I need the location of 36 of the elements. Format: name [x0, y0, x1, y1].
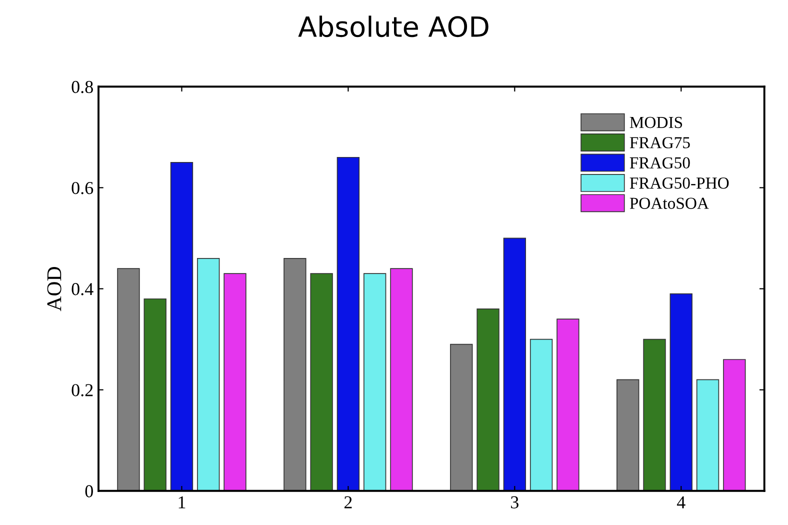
y-tick-label: 0.4	[72, 283, 94, 296]
x-tick-label: 4	[676, 496, 686, 508]
bar	[284, 258, 306, 491]
bar	[117, 268, 140, 491]
x-tick-label: 3	[511, 496, 518, 508]
legend-label: POAtoSOA	[630, 198, 709, 209]
bar	[336, 156, 360, 491]
bar	[390, 268, 413, 491]
bar	[144, 298, 166, 491]
bar	[503, 238, 526, 491]
legend-label: MODIS	[630, 116, 682, 128]
legend-label: FRAG75	[630, 137, 690, 148]
bar	[224, 273, 246, 491]
bar	[170, 162, 194, 491]
legend-label: FRAG50	[630, 157, 690, 169]
bar	[670, 293, 692, 491]
bar	[197, 258, 220, 491]
bar	[696, 379, 720, 491]
x-tick-label: 1	[178, 496, 186, 508]
bar	[476, 308, 500, 491]
bar	[363, 273, 386, 491]
bar	[556, 318, 580, 491]
bar	[643, 338, 666, 491]
legend-label: FRAG50-PHO	[630, 177, 729, 189]
bar	[723, 359, 746, 491]
y-axis-title: AOD	[47, 267, 62, 312]
y-tick-label: 0.6	[72, 182, 94, 194]
y-tick-label: 0	[85, 485, 93, 498]
bar	[616, 379, 640, 491]
chart-title: Absolute AOD	[298, 16, 488, 38]
bar	[310, 273, 333, 491]
bar	[530, 338, 553, 491]
x-tick-label: 2	[344, 496, 352, 508]
y-tick-label: 0.8	[72, 80, 93, 94]
y-tick-label: 0.2	[72, 384, 93, 396]
bar	[450, 344, 473, 491]
